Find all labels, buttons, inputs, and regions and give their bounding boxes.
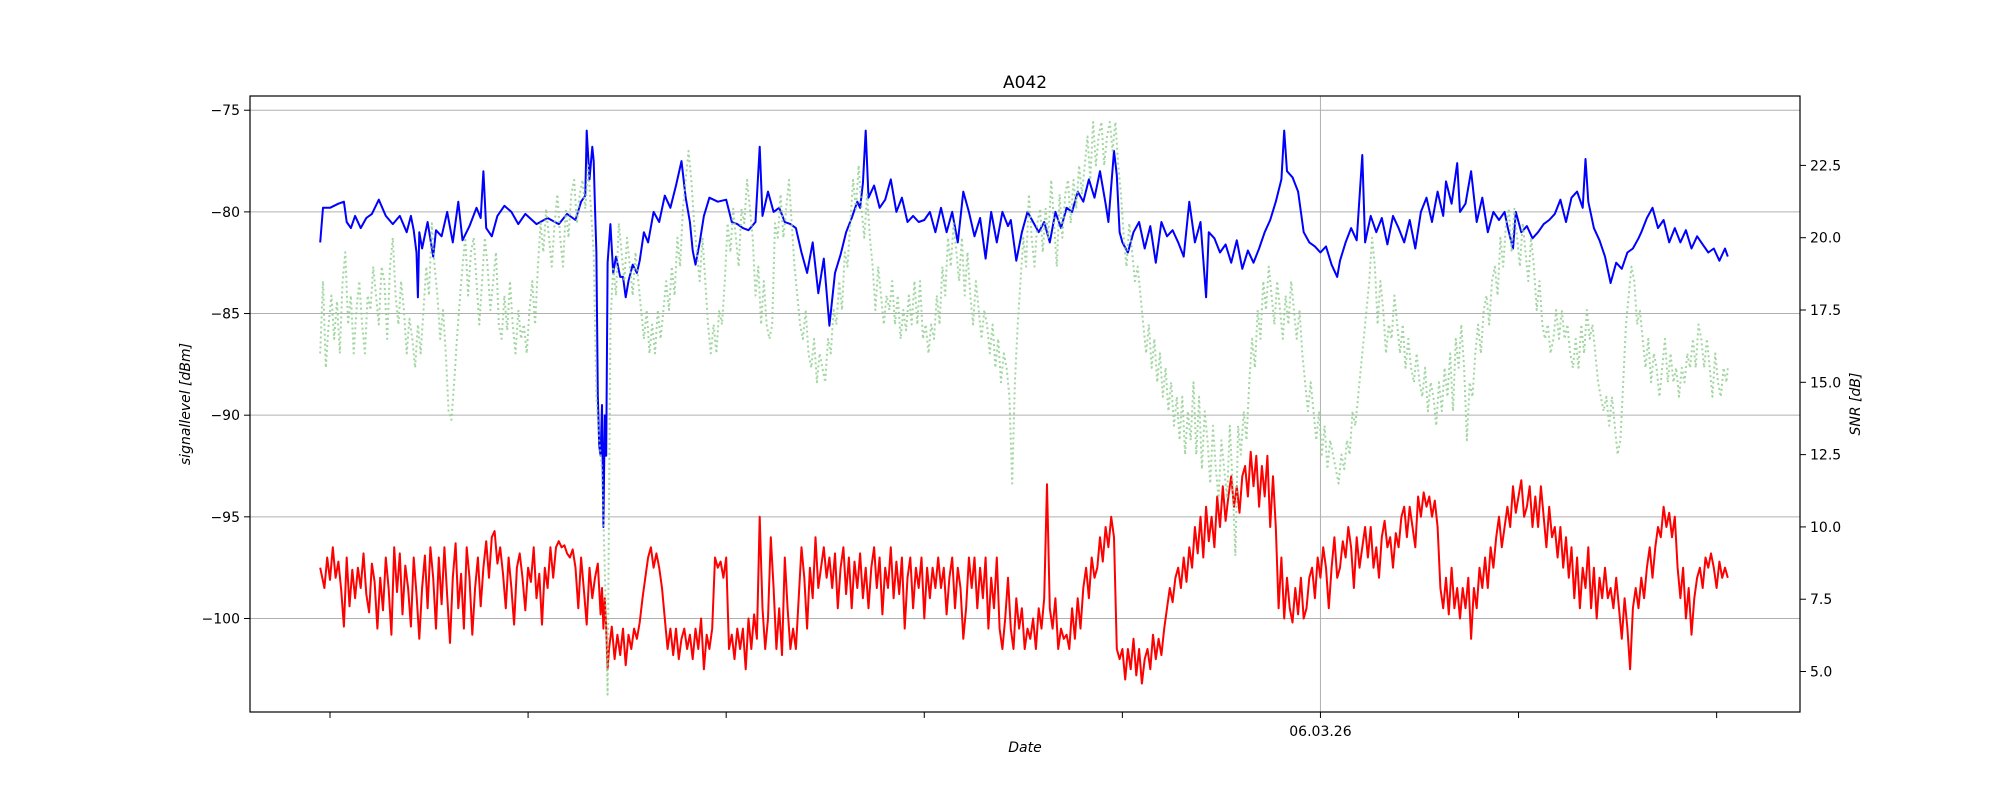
series-line-snr bbox=[319, 121, 1729, 696]
right-y-axis-label: SNR [dB] bbox=[1848, 373, 1864, 436]
left-y-tick-label: −90 bbox=[210, 408, 240, 424]
left-y-tick-label: −85 bbox=[210, 307, 240, 323]
left-y-axis: −75 −80 −85 −90 −95 −100 bbox=[202, 103, 250, 627]
plot-area-frame bbox=[249, 95, 1801, 713]
series-line-signal-level bbox=[319, 129, 1729, 528]
series-line-noise-level bbox=[319, 450, 1729, 685]
left-y-tick-label: −95 bbox=[210, 510, 240, 526]
right-y-tick-label: 7.5 bbox=[1810, 592, 1832, 608]
x-axis: 06.03.26 bbox=[329, 712, 1718, 740]
series-layer bbox=[319, 121, 1729, 696]
x-tick-label: 06.03.26 bbox=[1289, 724, 1351, 740]
chart-title: A042 bbox=[1003, 73, 1047, 93]
left-y-axis-label: signallevel [dBm] bbox=[178, 343, 194, 465]
right-y-axis: 5.0 7.5 10.0 12.5 15.0 17.5 20.0 22.5 bbox=[1800, 158, 1841, 681]
left-y-tick-label: −100 bbox=[202, 611, 240, 627]
right-y-tick-label: 22.5 bbox=[1810, 158, 1841, 174]
left-y-tick-label: −75 bbox=[210, 103, 240, 119]
x-axis-label: Date bbox=[1008, 740, 1041, 756]
right-y-tick-label: 10.0 bbox=[1810, 520, 1841, 536]
right-y-tick-label: 17.5 bbox=[1810, 303, 1841, 319]
right-y-tick-label: 15.0 bbox=[1810, 375, 1841, 391]
right-y-tick-label: 20.0 bbox=[1810, 231, 1841, 247]
right-y-tick-label: 12.5 bbox=[1810, 448, 1841, 464]
left-y-tick-label: −80 bbox=[210, 205, 240, 221]
right-y-tick-label: 5.0 bbox=[1810, 665, 1832, 681]
